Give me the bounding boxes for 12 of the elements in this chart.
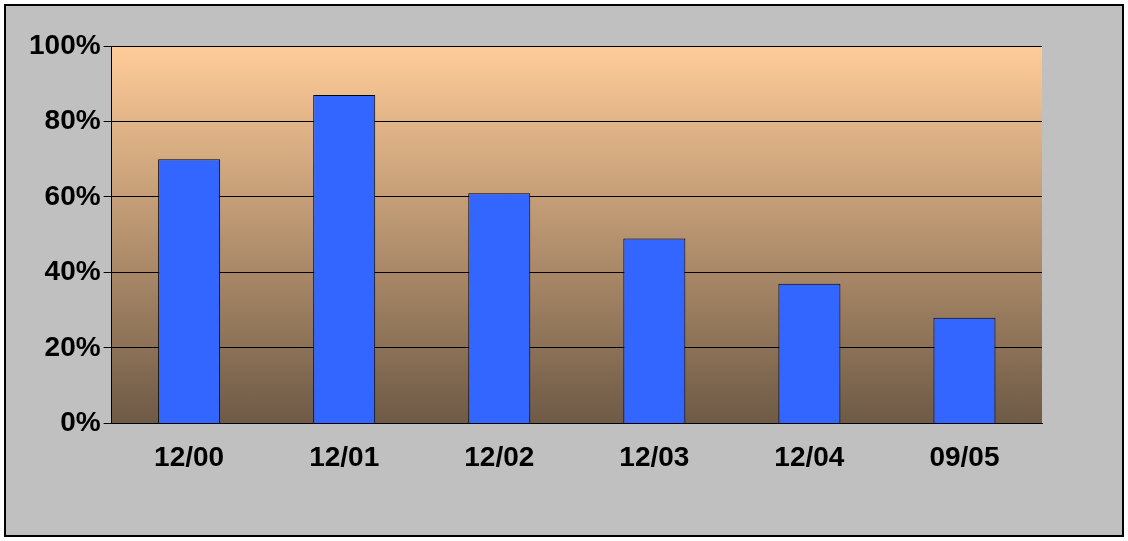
x-tick-label: 12/00 (154, 440, 225, 472)
y-tick-label: 80% (44, 104, 101, 136)
x-tick-label: 09/05 (929, 440, 1000, 472)
x-tick-label: 12/03 (619, 440, 690, 472)
y-tick-label: 40% (44, 255, 101, 287)
y-tick-label: 0% (60, 406, 101, 438)
x-tick-label: 12/04 (774, 440, 845, 472)
x-tick-label: 12/01 (309, 440, 380, 472)
x-tick-label: 12/02 (464, 440, 535, 472)
y-tick-label: 100% (28, 28, 101, 60)
y-tick-label: 60% (44, 179, 101, 211)
y-tick-label: 20% (44, 330, 101, 362)
